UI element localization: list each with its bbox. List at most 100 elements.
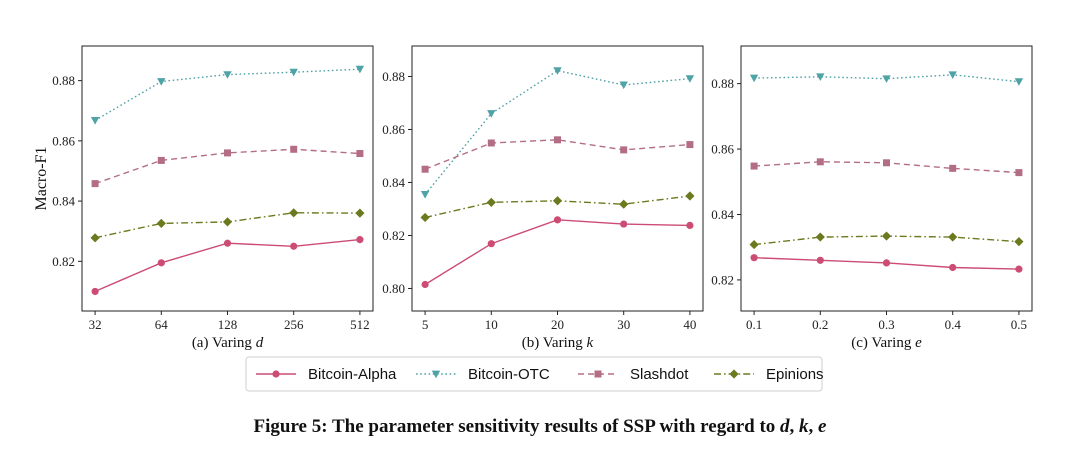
data-point	[881, 231, 892, 241]
data-point	[749, 74, 759, 83]
x-tick-label: 0.1	[746, 317, 762, 332]
series-line	[424, 139, 690, 170]
subplot-2: 0.80 0.82 0.84 0.86 0.88 5 10 20 30 40 (b) Varing …	[382, 45, 704, 351]
data-point	[750, 254, 758, 262]
y-tick-label: 0.86	[52, 133, 75, 148]
series-bitcoin-otc	[420, 67, 695, 199]
data-point	[883, 159, 890, 167]
data-point	[619, 199, 629, 209]
data-point	[90, 233, 100, 243]
y-tick-label: 0.86	[382, 122, 405, 137]
data-point	[156, 218, 166, 228]
legend-label: Slashdot	[630, 366, 689, 383]
data-point	[750, 162, 758, 170]
x-tick-label: 512	[350, 317, 370, 332]
series-line	[94, 238, 360, 293]
subplot-title: (a) Varing d	[192, 335, 264, 351]
data-point	[420, 212, 430, 223]
x-tick-label: 0.3	[878, 317, 894, 332]
legend-box	[245, 356, 823, 392]
y-tick-label: 0.82	[382, 228, 405, 243]
caption-var-d: d	[780, 416, 790, 437]
y-tick-label: 0.84	[711, 207, 734, 222]
data-point	[487, 240, 495, 248]
subplot-title: (b) Varing k	[522, 335, 594, 351]
y-tick-label: 0.88	[52, 73, 75, 88]
series-bitcoin-alpha	[750, 254, 1023, 273]
y-tick-label: 0.86	[711, 142, 734, 157]
data-point	[749, 239, 759, 250]
data-point	[815, 232, 825, 242]
y-tick-label: 0.84	[382, 175, 405, 190]
subplot-3: 0.82 0.84 0.86 0.88 0.1 0.2 0.3 0.4 0.5 (c) Varin…	[711, 45, 1033, 351]
legend-label: Epinions	[766, 366, 824, 383]
data-point	[222, 217, 233, 227]
y-tick-label: 0.88	[382, 69, 405, 84]
y-axis-label: Macro-F1	[33, 147, 50, 211]
series-epinions	[749, 231, 1024, 250]
data-point	[157, 156, 165, 164]
x-tick-label: 10	[485, 317, 498, 332]
x-tick-label: 0.5	[1011, 317, 1027, 332]
data-point	[91, 180, 99, 188]
data-point	[355, 208, 365, 218]
legend-item: Bitcoin-OTC	[416, 366, 550, 383]
data-point	[421, 280, 429, 289]
data-point	[356, 150, 364, 158]
x-tick-label: 32	[89, 317, 102, 332]
caption-var-e: e	[818, 416, 827, 437]
data-point	[949, 263, 957, 272]
legend-marker	[431, 370, 441, 379]
data-point	[948, 232, 958, 242]
data-point	[91, 287, 99, 296]
data-point	[290, 242, 298, 250]
series-line	[424, 219, 690, 286]
caption-text: Figure 5: The parameter sensitivity resu…	[253, 416, 781, 437]
data-point	[949, 164, 957, 172]
plot-frame	[411, 45, 704, 312]
legend-marker	[594, 370, 602, 378]
legend: Bitcoin-Alpha Bitcoin-OTC Slashdot Epinions	[245, 356, 824, 392]
x-tick-label: 64	[155, 317, 169, 332]
x-tick-label: 40	[683, 317, 696, 332]
series-bitcoin-alpha	[421, 216, 694, 289]
data-point	[882, 75, 891, 83]
data-point	[486, 197, 496, 207]
data-point	[90, 116, 100, 125]
data-point	[290, 145, 298, 153]
data-point	[686, 141, 694, 149]
x-tick-label: 5	[422, 317, 429, 332]
data-point	[686, 221, 694, 230]
data-point	[487, 110, 496, 118]
y-tick-label: 0.82	[52, 254, 75, 269]
series-bitcoin-otc	[749, 71, 1024, 86]
data-point	[487, 139, 495, 147]
data-point	[224, 149, 231, 157]
caption-var-k: k	[799, 416, 809, 437]
data-point	[289, 208, 299, 218]
plot-frame	[740, 45, 1033, 312]
data-point	[157, 78, 166, 86]
data-point	[948, 71, 957, 79]
y-tick-label: 0.84	[52, 194, 75, 209]
data-point	[157, 259, 165, 267]
legend-marker	[729, 369, 739, 379]
x-tick-label: 0.4	[945, 317, 962, 332]
data-point	[1015, 265, 1023, 273]
y-tick-label: 0.80	[382, 281, 405, 296]
data-point	[289, 68, 298, 77]
data-point	[882, 259, 891, 267]
data-point	[1014, 237, 1024, 247]
data-point	[1014, 78, 1024, 86]
data-point	[619, 81, 628, 90]
legend-label: Bitcoin-OTC	[468, 366, 550, 383]
data-point	[356, 236, 364, 244]
legend-label: Bitcoin-Alpha	[308, 366, 397, 383]
data-point	[620, 220, 628, 228]
data-point	[223, 239, 232, 247]
y-tick-label: 0.88	[711, 76, 734, 91]
data-point	[554, 136, 561, 144]
series-bitcoin-otc	[90, 65, 365, 125]
x-tick-label: 256	[284, 317, 304, 332]
figure-caption: Figure 5: The parameter sensitivity resu…	[253, 416, 827, 437]
